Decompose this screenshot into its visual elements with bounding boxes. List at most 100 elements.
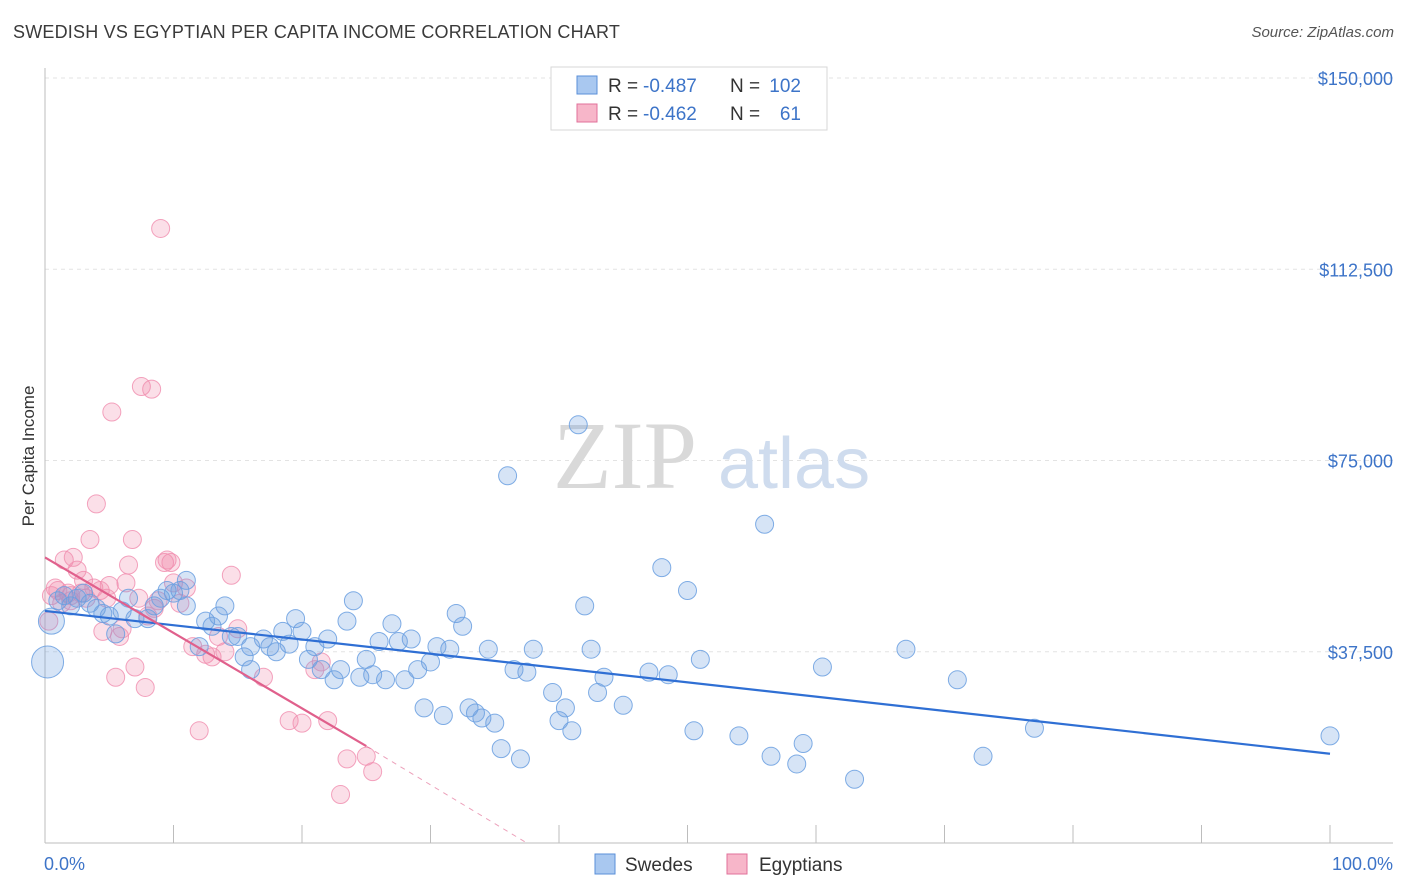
x-tick-label: 100.0% xyxy=(1332,854,1393,874)
legend-box: R = -0.487 N = 102 R = -0.462 N = 61 xyxy=(550,66,828,131)
swedes-point xyxy=(48,591,68,611)
egyptians-point xyxy=(305,660,325,680)
egyptians-point xyxy=(292,713,312,733)
egyptians-point xyxy=(86,494,106,514)
bottom-legend-swatch-egyptians xyxy=(726,853,748,875)
bottom-legend-swatch-swedes xyxy=(594,853,616,875)
swedes-point xyxy=(343,591,363,611)
swedes-point xyxy=(382,614,402,634)
legend-swatch-swedes xyxy=(576,75,598,95)
trend-lines xyxy=(44,556,1331,844)
swedes-point xyxy=(562,721,582,741)
swedes-point xyxy=(311,660,331,680)
bottom-legend-swedes: Swedes xyxy=(625,855,693,876)
swedes-point xyxy=(568,415,588,435)
y-axis-title: Per Capita Income xyxy=(19,386,38,527)
swedes-point xyxy=(678,581,697,601)
swedes-point xyxy=(395,670,415,690)
page-title: SWEDISH VS EGYPTIAN PER CAPITA INCOME CO… xyxy=(13,22,621,42)
tick-labels: $37,500 $75,000 $112,500 $150,000 0.0% 100.0% xyxy=(44,69,1393,874)
swedes-point xyxy=(594,667,614,687)
egyptians-point xyxy=(221,565,241,585)
egyptians-point xyxy=(331,785,351,805)
swedes-point xyxy=(729,726,749,746)
swedes-point xyxy=(491,739,511,759)
legend-r-label-swedes: R = xyxy=(608,76,638,97)
swedes-point xyxy=(176,596,196,616)
swedes-point xyxy=(543,683,563,703)
swedes-point xyxy=(234,647,254,667)
swedes-point xyxy=(369,632,389,652)
swedes-point xyxy=(433,706,453,725)
swedes-point xyxy=(761,746,781,766)
swedes-point xyxy=(208,606,228,626)
swedes-point xyxy=(465,703,485,723)
legend-n-label-egyptians: N = xyxy=(730,104,760,125)
egyptians-point xyxy=(161,553,181,572)
bottom-legend: Swedes Egyptians xyxy=(594,853,842,876)
swedes-point xyxy=(498,466,518,486)
swedes-point xyxy=(119,588,139,608)
egyptians-trend-line xyxy=(44,556,367,748)
y-tick-label: $112,500 xyxy=(1319,260,1393,280)
bottom-legend-egyptians: Egyptians xyxy=(759,855,842,876)
swedes-point xyxy=(260,637,280,657)
egyptians-point xyxy=(125,657,145,677)
swedes-point xyxy=(215,596,235,616)
swedes-point xyxy=(80,593,100,613)
legend-swatch-egyptians xyxy=(576,103,598,123)
swedes-point xyxy=(555,698,575,718)
swedes-trend-line xyxy=(44,609,1331,755)
swedes-point xyxy=(652,558,672,578)
swedes-point xyxy=(196,611,216,631)
swedes-point xyxy=(286,609,306,629)
axes xyxy=(44,68,1393,844)
swedes-point xyxy=(845,769,865,789)
egyptians-point xyxy=(135,677,155,697)
swedes-point xyxy=(324,670,344,690)
swedes-point xyxy=(241,660,261,680)
swedes-point xyxy=(1024,718,1044,738)
egyptians-points xyxy=(39,218,383,805)
swedes-point xyxy=(575,596,595,616)
egyptians-point xyxy=(129,588,149,608)
swedes-point xyxy=(151,588,171,608)
egyptians-point xyxy=(63,547,83,567)
swedes-point xyxy=(376,670,396,690)
y-tick-label: $75,000 xyxy=(1328,452,1393,472)
swedes-point xyxy=(440,639,460,659)
egyptians-point xyxy=(189,721,209,741)
source-label: Source: ZipAtlas.com xyxy=(1251,24,1394,41)
swedes-point xyxy=(363,665,383,685)
grid-lines xyxy=(45,77,1393,653)
watermark-zip: ZIP xyxy=(553,402,697,509)
egyptians-point xyxy=(155,553,175,572)
swedes-point xyxy=(812,657,832,677)
legend-r-label-egyptians: R = xyxy=(608,104,638,125)
egyptians-point xyxy=(142,379,162,399)
swedes-point xyxy=(74,583,94,603)
swedes-point xyxy=(318,629,338,649)
egyptians-point xyxy=(337,749,357,769)
swedes-point xyxy=(453,616,473,636)
egyptians-trend-extension xyxy=(365,745,528,844)
swedes-point xyxy=(37,607,65,635)
swedes-point xyxy=(337,611,357,631)
swedes-point xyxy=(331,660,351,680)
watermark: ZIP atlas xyxy=(553,402,870,509)
swedes-point xyxy=(549,711,569,731)
legend-n-value-egyptians: 61 xyxy=(780,104,801,125)
egyptians-point xyxy=(119,555,139,575)
y-tick-label: $150,000 xyxy=(1318,69,1393,89)
egyptians-point xyxy=(363,762,383,782)
swedes-point xyxy=(144,596,164,616)
swedes-point xyxy=(472,708,492,728)
swedes-point xyxy=(755,514,775,534)
egyptians-point xyxy=(102,402,122,422)
egyptians-point xyxy=(151,218,171,238)
swedes-point xyxy=(401,629,421,649)
swedes-point xyxy=(292,621,312,641)
swedes-point xyxy=(787,754,807,774)
egyptians-point xyxy=(106,667,126,687)
